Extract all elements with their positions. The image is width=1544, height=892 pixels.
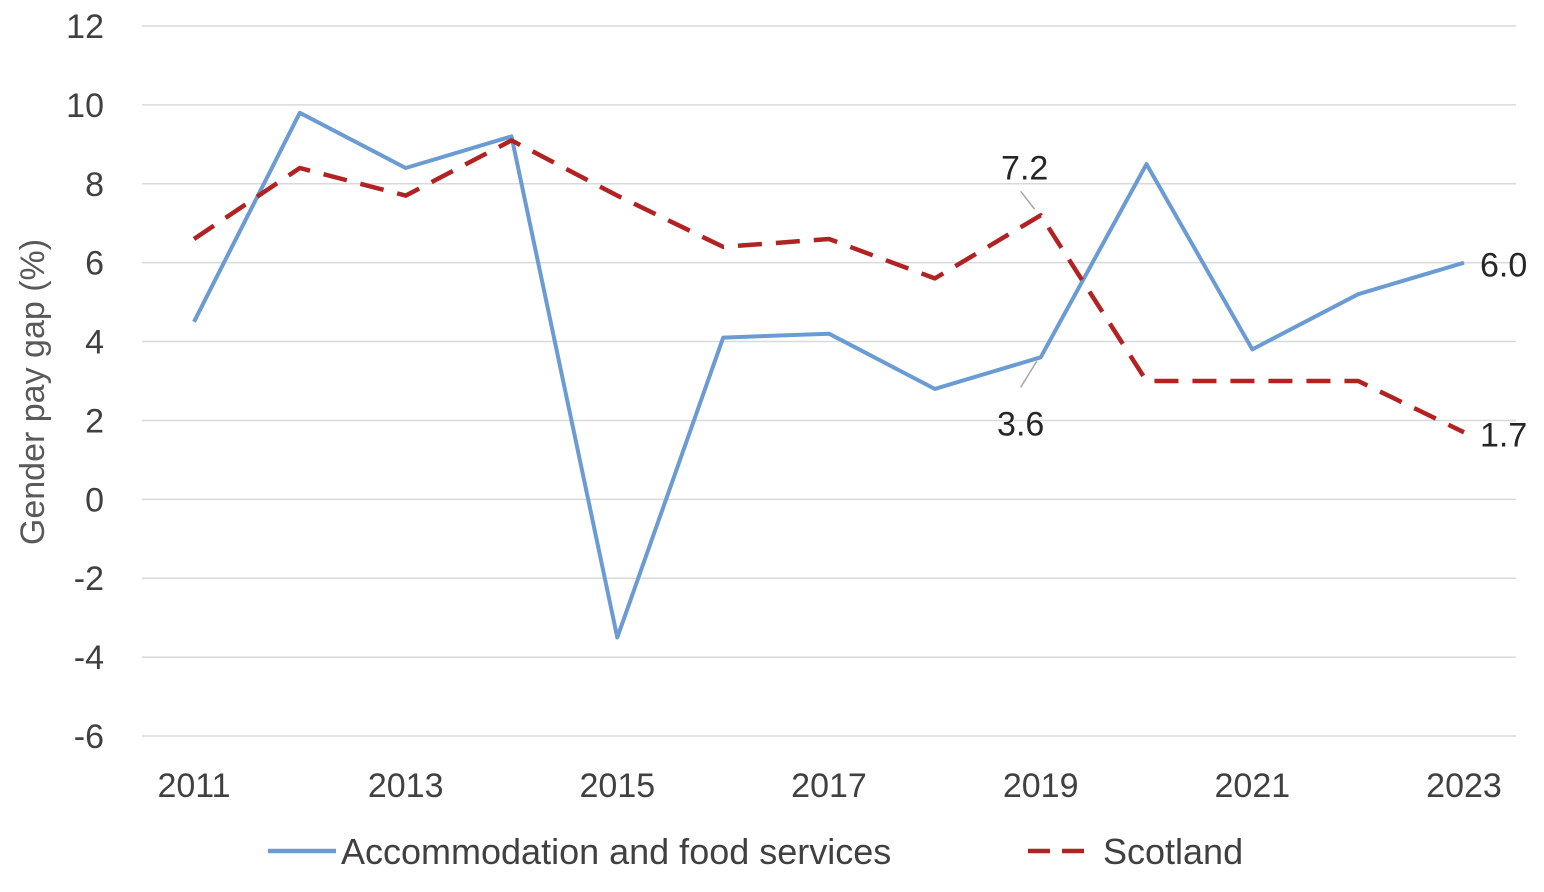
y-tick-label: 12 — [66, 8, 104, 46]
y-tick-label: 0 — [85, 481, 104, 519]
y-tick-label: 4 — [85, 324, 104, 362]
x-tick-label: 2015 — [580, 767, 656, 805]
y-axis-ticks: 12 10 8 6 4 2 0 -2 -4 -6 — [66, 8, 104, 756]
legend-label: Accommodation and food services — [341, 831, 891, 872]
y-tick-label: -2 — [74, 560, 104, 598]
y-tick-label: 8 — [85, 166, 104, 204]
y-tick-label: 6 — [85, 245, 104, 283]
data-label: 6.0 — [1480, 247, 1527, 285]
series-line-accommodation — [192, 110, 1465, 640]
y-axis-title: Gender pay gap (%) — [14, 239, 52, 545]
data-labels: 7.2 3.6 6.0 1.7 — [997, 149, 1527, 454]
y-tick-label: -6 — [74, 718, 104, 756]
series-layer — [192, 110, 1465, 640]
y-tick-label: -4 — [74, 639, 104, 677]
data-label: 3.6 — [997, 405, 1044, 443]
gridlines — [142, 25, 1516, 737]
x-tick-label: 2017 — [791, 767, 867, 805]
series-line-scotland — [192, 138, 1465, 435]
x-axis-ticks: 2011 2013 2015 2017 2019 2021 2023 — [157, 767, 1501, 805]
x-tick-label: 2021 — [1215, 767, 1291, 805]
y-tick-label: 10 — [66, 87, 104, 125]
legend-label: Scotland — [1103, 831, 1243, 872]
x-tick-label: 2013 — [368, 767, 444, 805]
x-tick-label: 2011 — [157, 767, 230, 805]
data-label: 1.7 — [1480, 416, 1527, 454]
legend: Accommodation and food services Scotland — [268, 831, 1243, 872]
callout-line — [1020, 190, 1036, 210]
x-tick-label: 2019 — [1003, 767, 1079, 805]
y-tick-label: 2 — [85, 402, 104, 440]
callout-line — [1020, 360, 1038, 388]
data-label: 7.2 — [1001, 149, 1048, 187]
x-tick-label: 2023 — [1426, 767, 1502, 805]
